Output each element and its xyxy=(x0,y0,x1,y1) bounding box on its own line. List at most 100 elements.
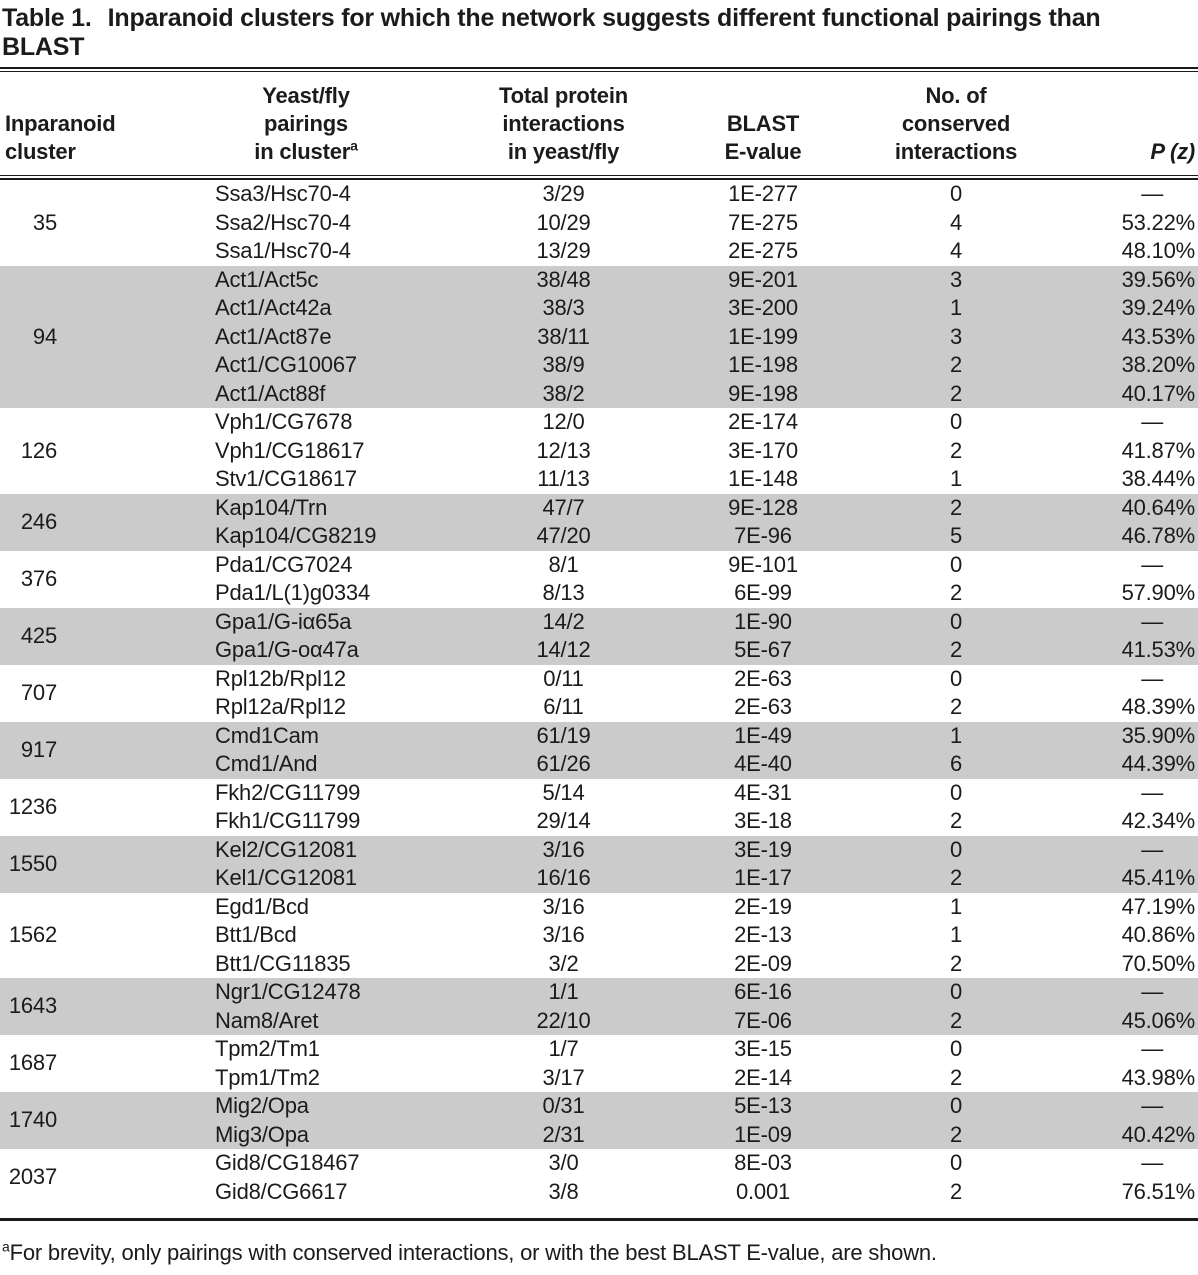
table-row: 707 Rpl12b/Rpl12 0/11 2E-63 0 — xyxy=(0,665,1198,705)
pairing-cell: Act1/Act5c xyxy=(125,265,487,294)
cluster-id-cell: 707 xyxy=(20,679,57,705)
evalue-cell: 9E-101 xyxy=(728,551,798,577)
table-row: 376 Pda1/CG7024 8/1 9E-101 0 — xyxy=(0,551,1198,591)
pz-cell: — xyxy=(1141,409,1163,434)
pairing-cell: Cmd1/And xyxy=(125,750,487,779)
total-cell: 14/12 xyxy=(487,636,640,665)
evalue-cell: 2E-63 xyxy=(734,694,792,719)
conserved-cell: 2 xyxy=(949,1064,963,1090)
table-row: Pda1/L(1)g0334 8/13 6E-99 2 57.90% xyxy=(0,579,1198,608)
table-body: 35 Ssa3/Hsc70-4 3/29 1E-277 0— Ssa2/Hsc70-4 10… xyxy=(0,180,1198,1206)
table-row: Kap104/CG8219 47/20 7E-96 5 46.78% xyxy=(0,522,1198,551)
conserved-cell: 2 xyxy=(886,379,1026,408)
conserved-cell: 0 xyxy=(886,1092,1026,1121)
total-cell: 47/7 xyxy=(487,493,640,522)
total-cell: 3/0 xyxy=(548,1150,579,1175)
column-header-pairing: Yeast/fly pairings in clustera xyxy=(254,83,358,164)
total-cell: 29/14 xyxy=(536,808,591,833)
conserved-cell: 0 xyxy=(949,779,963,805)
pairing-cell: Gpa1/G-oα47a xyxy=(125,636,487,665)
pz-cell: 39.56% xyxy=(1026,265,1198,294)
table-header: Inparanoid cluster Yeast/fly pairings in clu… xyxy=(0,72,1198,180)
pairing-cell: Cmd1Cam xyxy=(125,721,487,750)
conserved-cell: 3 xyxy=(886,322,1026,351)
pz-cell: 45.06% xyxy=(1026,1006,1198,1035)
conserved-cell: 4 xyxy=(949,209,963,235)
total-cell: 61/19 xyxy=(487,721,640,750)
cluster-id-cell: 1740 xyxy=(0,1092,125,1149)
total-cell: 10/29 xyxy=(536,209,591,235)
conserved-cell: 2 xyxy=(949,950,963,976)
header-rule xyxy=(0,175,1198,180)
evalue-cell: 2E-09 xyxy=(734,950,792,976)
conserved-cell: 2 xyxy=(949,694,963,719)
pairing-cell: Act1/Act87e xyxy=(125,322,487,351)
evalue-cell: 1E-148 xyxy=(728,466,798,491)
conserved-cell: 1 xyxy=(949,893,963,919)
pairing-cell: Ngr1/CG12478 xyxy=(125,978,487,1007)
table-row: 94 Act1/Act5c 38/48 9E-201 3 39.56% xyxy=(0,265,1198,408)
total-cell: 3/17 xyxy=(542,1064,585,1090)
pairing-cell: Tpm1/Tm2 xyxy=(215,1064,320,1090)
cluster-id-cell: 1643 xyxy=(0,978,125,1035)
pz-cell: — xyxy=(1141,665,1163,691)
total-cell: 11/13 xyxy=(537,466,590,491)
pz-cell: 43.53% xyxy=(1026,322,1198,351)
cluster-id-cell: 425 xyxy=(0,607,125,665)
pairing-cell: Vph1/CG7678 xyxy=(215,409,353,434)
evalue-cell: 9E-198 xyxy=(640,379,886,408)
evalue-cell: 2E-14 xyxy=(734,1064,792,1090)
conserved-cell: 0 xyxy=(949,1036,963,1061)
total-cell: 8/13 xyxy=(542,580,585,605)
evalue-cell: 8E-03 xyxy=(734,1150,792,1175)
cluster-id-cell: 1550 xyxy=(0,835,125,893)
pz-cell: 45.41% xyxy=(1026,864,1198,893)
table-row: 1687 Tpm2/Tm1 1/7 3E-15 0 — xyxy=(0,1035,1198,1075)
pz-cell: 70.50% xyxy=(1121,950,1196,976)
data-table: Inparanoid cluster Yeast/fly pairings in clu… xyxy=(0,72,1198,1206)
total-cell: 1/7 xyxy=(548,1036,579,1061)
table-row: Btt1/Bcd 3/16 2E-13 1 40.86% xyxy=(0,921,1198,950)
evalue-cell: 1E-17 xyxy=(640,864,886,893)
evalue-cell: 5E-13 xyxy=(640,1092,886,1121)
conserved-cell: 1 xyxy=(949,922,963,947)
conserved-cell: 4 xyxy=(949,238,963,263)
table-row: Rpl12a/Rpl12 6/11 2E-63 2 48.39% xyxy=(0,693,1198,722)
conserved-cell: 2 xyxy=(949,437,963,463)
evalue-cell: 9E-201 xyxy=(640,265,886,294)
total-cell: 22/10 xyxy=(487,1006,640,1035)
table-row: Stv1/CG18617 11/13 1E-148 1 38.44% xyxy=(0,465,1198,494)
evalue-cell: 2E-63 xyxy=(734,665,792,691)
pairing-cell: Act1/Act88f xyxy=(125,379,487,408)
evalue-cell: 1E-49 xyxy=(640,721,886,750)
pz-cell: — xyxy=(1141,181,1163,206)
table-row: 1562 Egd1/Bcd 3/16 2E-19 1 47.19% xyxy=(0,893,1198,948)
total-cell: 8/1 xyxy=(548,551,579,577)
cluster-id-cell: 246 xyxy=(0,493,125,551)
pairing-cell: Kel2/CG12081 xyxy=(125,835,487,864)
pz-cell: 46.78% xyxy=(1026,522,1198,551)
pairing-cell: Gid8/CG18467 xyxy=(215,1150,360,1175)
total-cell: 12/0 xyxy=(542,409,585,434)
total-cell: 61/26 xyxy=(487,750,640,779)
pz-cell: 43.98% xyxy=(1121,1064,1196,1090)
evalue-cell: 1E-09 xyxy=(640,1120,886,1149)
pairing-cell: Pda1/CG7024 xyxy=(215,551,353,577)
pairing-cell: Nam8/Aret xyxy=(125,1006,487,1035)
evalue-cell: 2E-13 xyxy=(734,922,792,947)
title-rule xyxy=(0,67,1198,72)
pairing-cell: Act1/CG10067 xyxy=(125,351,487,380)
pz-cell: — xyxy=(1026,607,1198,636)
conserved-cell: 0 xyxy=(886,835,1026,864)
evalue-cell: 2E-275 xyxy=(728,238,798,263)
conserved-cell: 2 xyxy=(886,1006,1026,1035)
pz-cell: 48.39% xyxy=(1121,694,1196,719)
cluster-id-cell: 2037 xyxy=(8,1164,57,1190)
cluster-id-cell: 1562 xyxy=(8,922,57,947)
evalue-cell: 2E-174 xyxy=(728,409,798,434)
evalue-cell: 1E-199 xyxy=(640,322,886,351)
table-row: Ssa1/Hsc70-4 13/29 2E-275 4 48.10% xyxy=(0,237,1198,266)
evalue-cell: 7E-275 xyxy=(728,209,798,235)
evalue-cell: 3E-18 xyxy=(734,808,792,833)
